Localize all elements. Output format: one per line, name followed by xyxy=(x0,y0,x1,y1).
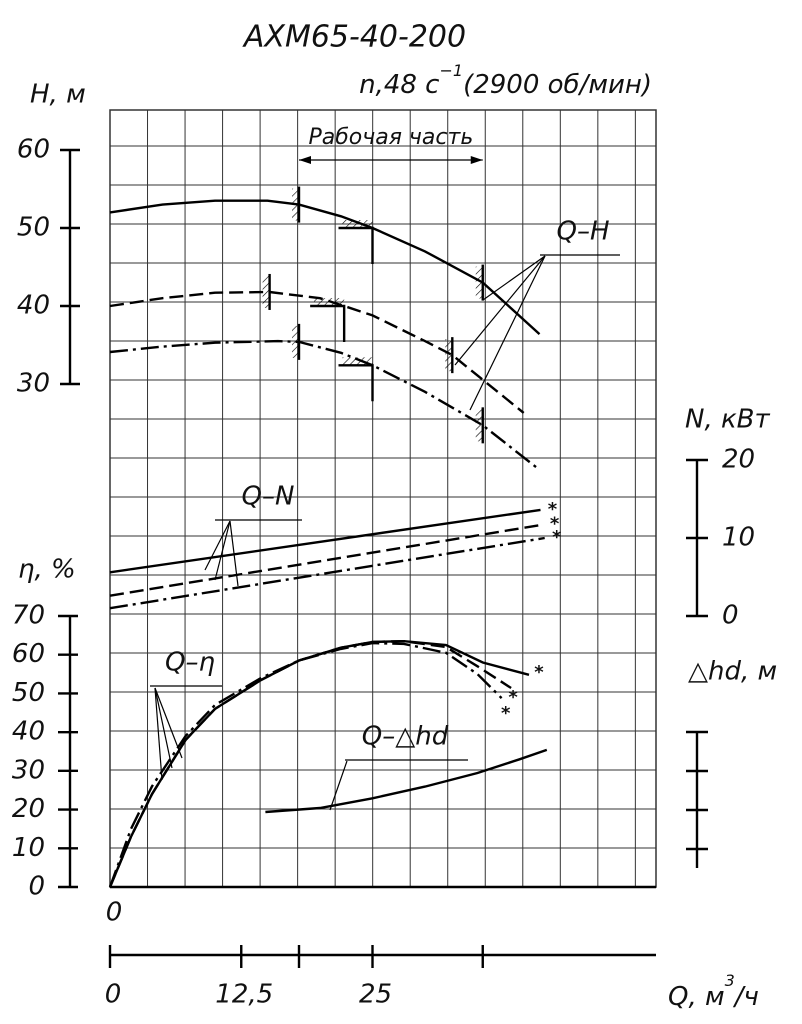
curve-label: Q–N xyxy=(242,482,295,512)
mark-hatch xyxy=(475,409,483,442)
curve xyxy=(265,748,548,814)
mark-hatch xyxy=(475,266,483,299)
mark-hatch xyxy=(292,325,299,358)
x-label-exp: 3 xyxy=(725,971,735,990)
tick-label: 10 xyxy=(12,833,45,863)
x-tick-label: 0 xyxy=(105,980,122,1010)
tick-label: 70 xyxy=(12,601,45,631)
tick-label: 40 xyxy=(12,717,45,747)
x-top-label: 0 xyxy=(106,898,123,928)
speed-exp: −1 xyxy=(439,61,463,80)
speed-text: n,48 с xyxy=(359,70,439,100)
working-range-label: Рабочая часть xyxy=(308,125,473,150)
end-asterisk: * xyxy=(534,662,544,683)
tick-label: 10 xyxy=(722,523,755,553)
tick-label: 30 xyxy=(17,369,50,399)
end-asterisk: * xyxy=(552,527,562,548)
tick-label: 0 xyxy=(28,872,45,902)
curve-label: Q–H xyxy=(556,217,609,247)
tick-label: 20 xyxy=(12,794,45,824)
y-axis-label: H, м xyxy=(30,80,86,110)
y2-axis-label: N, кВт xyxy=(685,405,771,435)
mark-hatch xyxy=(262,275,270,308)
x-label-text: Q, м xyxy=(668,982,725,1012)
y3-axis-label: η, % xyxy=(18,555,76,585)
grid xyxy=(109,110,656,888)
tick-label: 30 xyxy=(12,755,45,785)
curve xyxy=(109,339,541,471)
curve xyxy=(108,641,503,888)
curve xyxy=(109,536,545,610)
curve xyxy=(109,199,541,335)
curve xyxy=(108,639,512,888)
tick-label: 40 xyxy=(17,291,50,321)
end-asterisk: * xyxy=(548,499,558,520)
mark-corner xyxy=(338,364,374,402)
chart-title: АХМ65-40-200 xyxy=(242,20,466,55)
y4-axis-label: △hd, м xyxy=(688,657,777,687)
curve-label: Q–△hd xyxy=(362,722,449,752)
mark-hatch xyxy=(342,220,373,228)
tick-label: 60 xyxy=(12,639,45,669)
x-label-unit: /ч xyxy=(733,982,759,1012)
x-tick-label: 12,5 xyxy=(215,980,273,1010)
mark-hatch xyxy=(314,298,345,306)
x-axis-label: Q, м3/ч xyxy=(668,971,759,1012)
curve xyxy=(109,290,525,414)
mark-hatch xyxy=(342,357,373,366)
curve xyxy=(109,508,541,574)
tick-label: 50 xyxy=(17,213,50,243)
tick-label: 50 xyxy=(12,678,45,708)
end-asterisk: * xyxy=(501,703,511,724)
tick-label: 60 xyxy=(17,135,50,165)
leaders xyxy=(150,254,620,811)
tick-label: 20 xyxy=(722,445,755,475)
end-asterisk: * xyxy=(550,514,560,535)
tick-label: 0 xyxy=(722,601,739,631)
speed-label: n,48 с−1(2900 об/мин) xyxy=(359,61,652,100)
mark-corner xyxy=(338,226,374,264)
curve xyxy=(109,523,543,597)
end-asterisk: * xyxy=(508,687,518,708)
speed-rpm: (2900 об/мин) xyxy=(463,70,652,100)
curve-label: Q–η xyxy=(165,648,215,678)
mark-hatch xyxy=(292,188,299,221)
curve xyxy=(108,639,530,888)
mark-corner xyxy=(310,304,346,342)
x-tick-label: 25 xyxy=(359,980,392,1010)
mark-hatch xyxy=(445,339,453,372)
